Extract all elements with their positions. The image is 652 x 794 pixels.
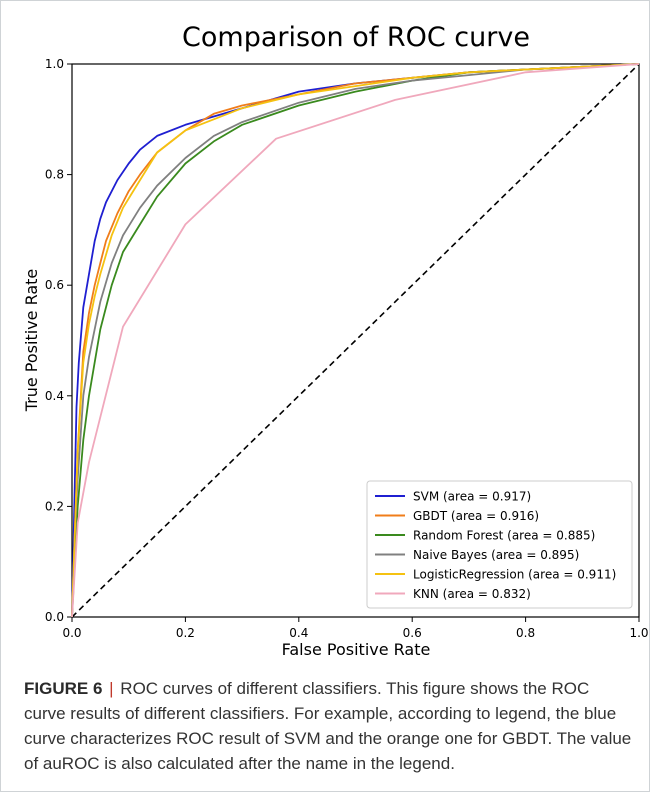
y-tick-label: 1.0 <box>45 57 64 71</box>
y-tick-label: 0.6 <box>45 278 64 292</box>
y-tick-label: 0.8 <box>45 168 64 182</box>
y-tick-label: 0.0 <box>45 610 64 624</box>
legend-label: LogisticRegression (area = 0.911) <box>413 568 616 582</box>
legend: SVM (area = 0.917) GBDT (area = 0.916) Ran… <box>366 480 633 609</box>
legend-label: SVM (area = 0.917) <box>413 490 531 504</box>
x-tick-label: 0.6 <box>403 626 422 640</box>
caption-separator: | <box>109 679 114 698</box>
legend-label: KNN (area = 0.832) <box>413 587 531 601</box>
x-tick-label: 0.8 <box>516 626 535 640</box>
figure-label: FIGURE 6 <box>24 679 103 698</box>
legend-label: Random Forest (area = 0.885) <box>413 529 595 543</box>
x-tick-label: 0.0 <box>62 626 81 640</box>
legend-box <box>366 480 633 609</box>
legend-label: Naive Bayes (area = 0.895) <box>413 548 579 562</box>
caption-text: ROC curves of different classifiers. Thi… <box>24 679 632 773</box>
y-tick-label: 0.4 <box>45 389 64 403</box>
chart-title: Comparison of ROC curve <box>182 22 530 53</box>
roc-curve-knn <box>71 63 640 618</box>
y-axis-label: True Positive Rate <box>22 269 41 413</box>
roc-curve-naive <box>71 63 640 618</box>
roc-curve-logisticregression <box>71 63 640 618</box>
figure-caption: FIGURE 6 | ROC curves of different class… <box>24 676 634 776</box>
x-tick-label: 0.4 <box>289 626 308 640</box>
x-tick-label: 0.2 <box>176 626 195 640</box>
roc-curves <box>71 63 640 618</box>
roc-chart: Comparison of ROC curve 0.0 0.2 0.4 0.6 0.8 1… <box>22 22 649 659</box>
y-tick-label: 0.2 <box>45 499 64 513</box>
x-tick-label: 1.0 <box>629 626 648 640</box>
chance-diagonal <box>71 63 640 618</box>
axis-ticks: 0.0 0.2 0.4 0.6 0.8 1.0 0.0 0.2 0.4 0.6 0.8 1.0 <box>45 57 649 640</box>
legend-label: GBDT (area = 0.916) <box>413 509 539 523</box>
x-axis-label: False Positive Rate <box>282 640 431 659</box>
